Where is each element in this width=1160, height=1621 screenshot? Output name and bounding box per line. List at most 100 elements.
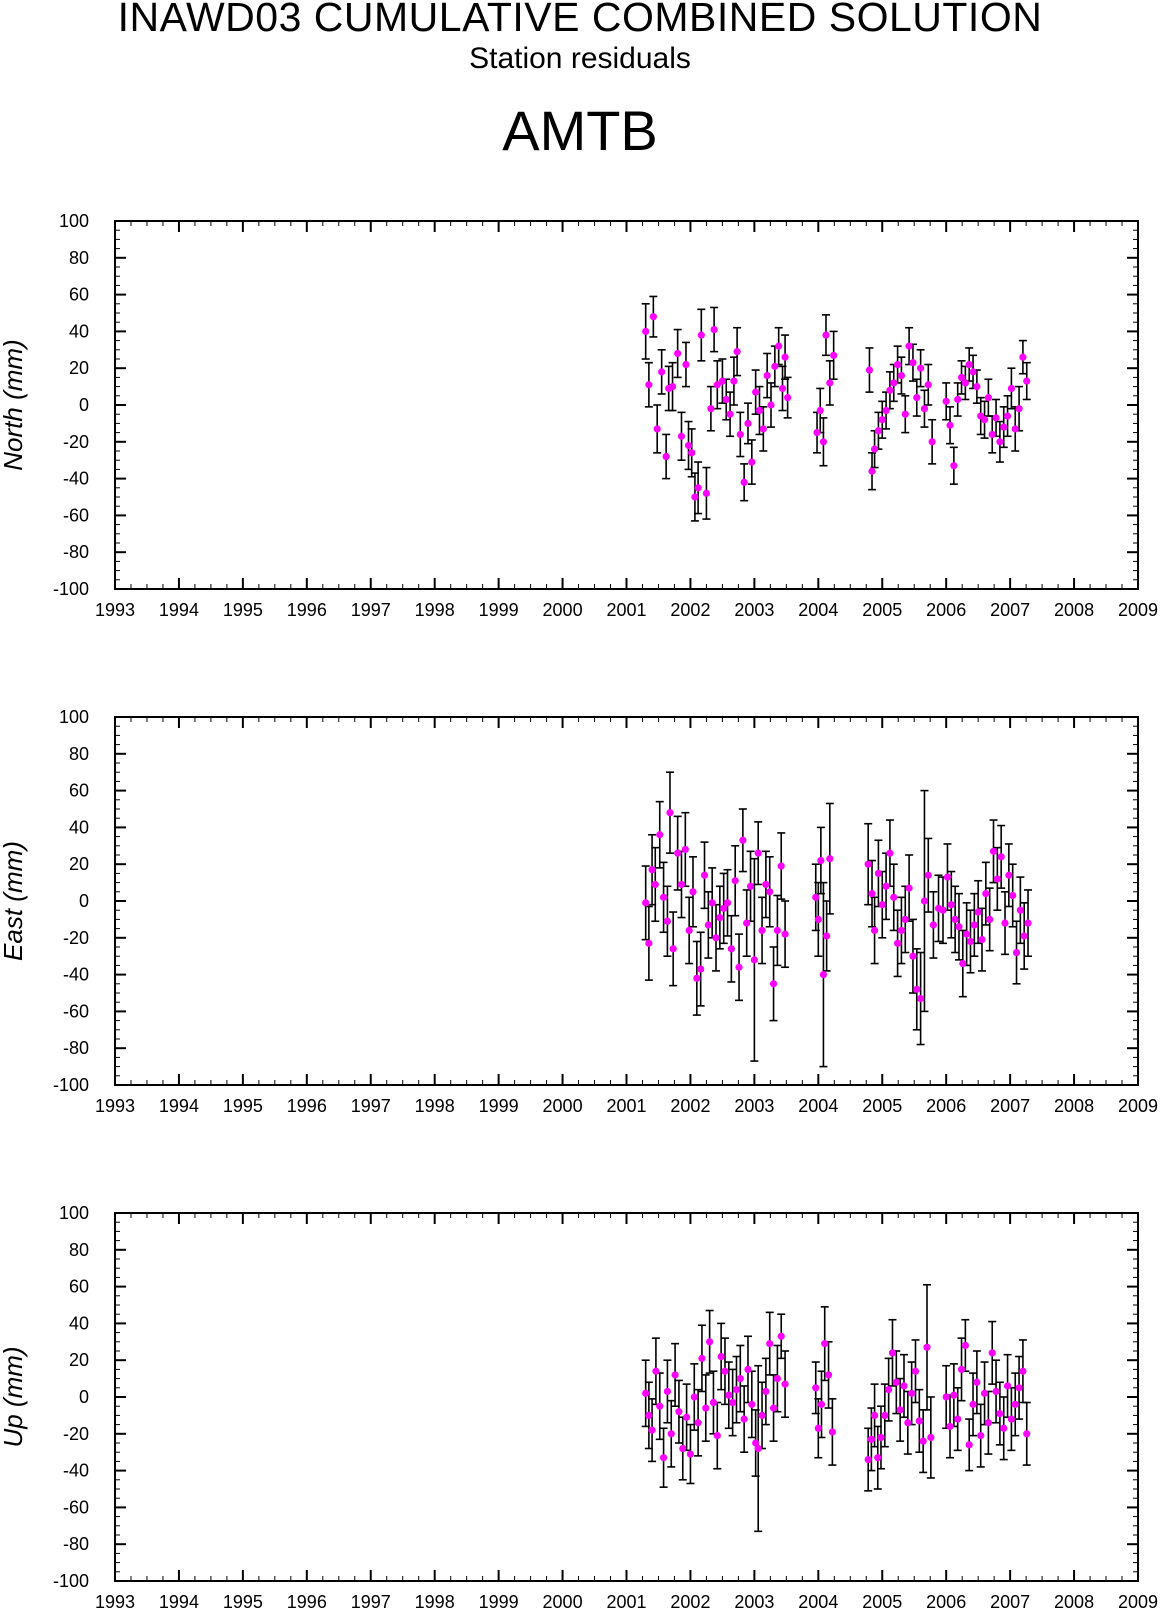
north-data-point (744, 419, 752, 427)
north-data-point (917, 364, 925, 372)
east-x-tick-label: 2006 (926, 1096, 966, 1116)
north-data-point (733, 348, 741, 356)
up-data-point (977, 1432, 985, 1440)
up-data-point (923, 1343, 931, 1351)
north-data-point (653, 425, 661, 433)
north-data-point (755, 406, 764, 415)
up-data-point (766, 1340, 774, 1348)
north-data-point (992, 414, 1000, 422)
up-data-point (1011, 1400, 1019, 1408)
up-data-point (762, 1387, 770, 1396)
up-data-point (954, 1415, 962, 1423)
east-y-tick-label: -60 (63, 1001, 89, 1021)
east-y-tick-label: -20 (63, 928, 89, 948)
north-data-point (781, 353, 789, 361)
east-data-point (693, 974, 701, 982)
up-y-tick-label: -40 (63, 1461, 89, 1481)
north-data-point (740, 478, 748, 486)
north-data-point (886, 386, 894, 394)
north-y-tick-label: -80 (63, 542, 89, 562)
up-data-point (1000, 1424, 1008, 1432)
east-data-point (814, 915, 822, 924)
east-data-point (645, 939, 653, 947)
north-data-point (826, 379, 834, 387)
up-data-point (1015, 1384, 1023, 1392)
north-data-point (771, 362, 779, 370)
up-data-point (709, 1398, 718, 1407)
up-data-point (694, 1419, 702, 1427)
up-y-tick-label: 0 (79, 1387, 89, 1407)
east-data-point (674, 849, 682, 857)
east-plot-frame (114, 716, 1139, 1086)
up-data-point (652, 1367, 660, 1375)
up-y-tick-label: 100 (59, 1203, 89, 1223)
up-x-tick-label: 2009 (1118, 1592, 1158, 1612)
east-y-tick-label: -100 (53, 1075, 89, 1095)
up-x-tick-label: 1997 (351, 1592, 391, 1612)
up-data-point (867, 1435, 875, 1443)
north-y-tick-label: 20 (69, 358, 89, 378)
north-x-tick-label: 2001 (606, 600, 646, 620)
up-data-point (1023, 1430, 1031, 1438)
east-data-point (758, 926, 766, 935)
north-data-point (890, 379, 898, 387)
north-data-point (816, 406, 824, 415)
north-data-point (662, 452, 670, 461)
north-data-point (674, 349, 682, 358)
east-data-point (642, 899, 650, 907)
north-data-point (830, 351, 838, 359)
north-data-point (642, 327, 650, 335)
up-data-point (1019, 1367, 1027, 1375)
north-data-point (784, 394, 792, 402)
up-y-tick-label: 20 (69, 1350, 89, 1370)
east-x-tick-label: 1995 (223, 1096, 263, 1116)
east-data-point (893, 939, 902, 947)
east-y-tick-label: -80 (63, 1038, 89, 1058)
east-x-tick-label: 1997 (351, 1096, 391, 1116)
east-y-tick-label: 100 (59, 707, 89, 727)
north-x-tick-label: 2008 (1054, 600, 1094, 620)
east-data-point (917, 994, 925, 1003)
up-data-point (773, 1375, 781, 1383)
east-x-tick-label: 2000 (543, 1096, 583, 1116)
north-data-point (730, 377, 738, 385)
east-x-tick-label: 1998 (415, 1096, 455, 1116)
east-x-tick-label: 2001 (606, 1096, 646, 1116)
east-data-point (1009, 891, 1017, 900)
up-x-tick-label: 2000 (543, 1592, 583, 1612)
north-data-point (822, 331, 830, 339)
up-data-point (828, 1428, 836, 1436)
east-x-tick-label: 1993 (95, 1096, 135, 1116)
east-x-tick-label: 1994 (159, 1096, 199, 1116)
up-data-point (900, 1382, 908, 1390)
north-data-point (942, 397, 950, 405)
east-data-point (812, 893, 820, 901)
north-y-tick-label: -40 (63, 469, 89, 489)
east-data-point (939, 906, 947, 914)
north-y-tick-label: 40 (69, 321, 89, 341)
east-data-point (762, 880, 770, 889)
up-data-point (758, 1411, 766, 1419)
up-data-point (659, 1454, 668, 1462)
north-y-tick-label: 80 (69, 248, 89, 268)
up-data-point (1007, 1415, 1016, 1423)
north-data-point (713, 381, 721, 389)
up-data-point (752, 1439, 760, 1447)
up-x-tick-label: 2002 (670, 1592, 710, 1612)
north-x-tick-label: 1993 (95, 600, 135, 620)
east-data-point (868, 890, 876, 898)
east-data-point (1016, 906, 1024, 914)
north-x-tick-label: 2009 (1118, 600, 1158, 620)
north-data-point (726, 410, 734, 418)
up-y-tick-label: -20 (63, 1424, 89, 1444)
north-data-point (950, 462, 958, 470)
east-x-tick-label: 2009 (1118, 1096, 1158, 1116)
north-data-point (1007, 384, 1016, 393)
east-data-point (978, 936, 986, 944)
north-data-point (710, 325, 718, 334)
east-data-point (943, 873, 952, 881)
east-data-point (882, 882, 890, 890)
east-data-point (720, 904, 728, 912)
east-y-tick-label: 60 (69, 781, 89, 801)
north-data-point (645, 381, 653, 389)
